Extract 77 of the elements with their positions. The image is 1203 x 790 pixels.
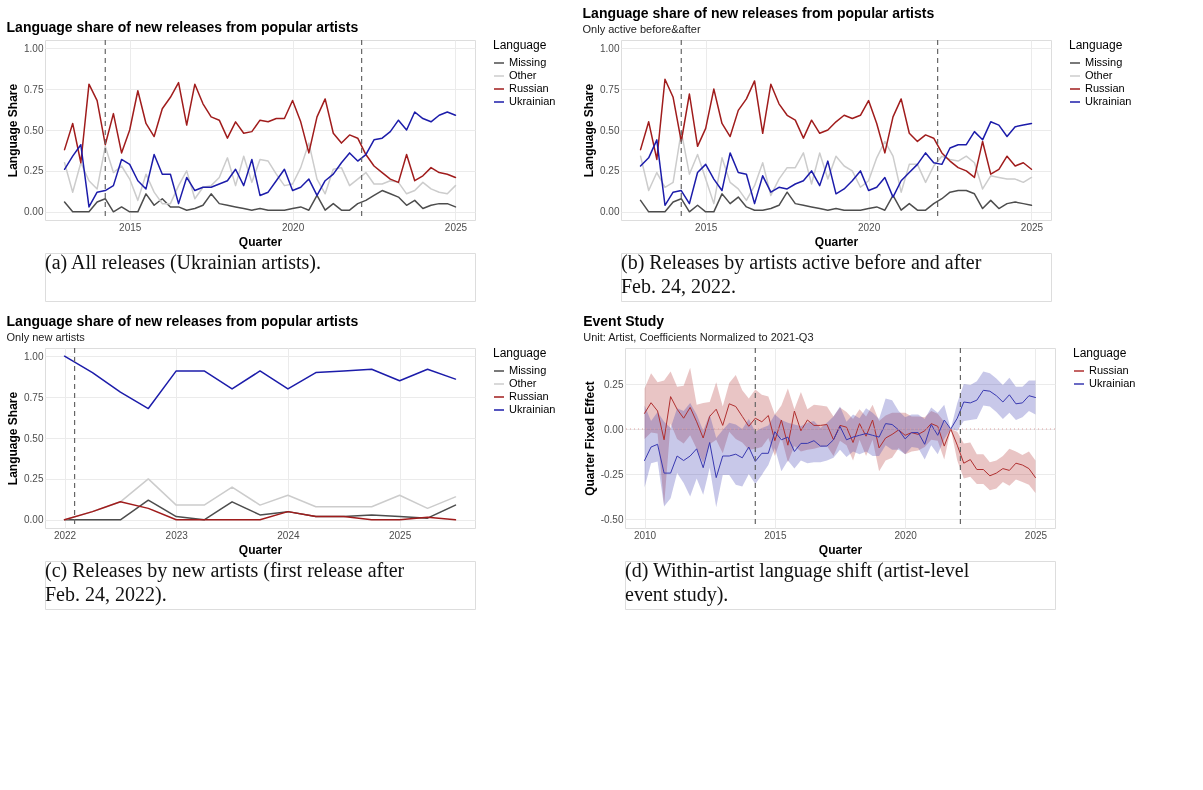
legend-title: Language: [493, 38, 547, 52]
y-tick-label: 0.50: [24, 432, 44, 444]
x-tick-label: 2015: [695, 221, 718, 233]
text: (c) Releases by new artists (first release after Feb. 24, 2022).: [45, 559, 405, 606]
legend-label: Ukrainian: [509, 95, 556, 107]
x-tick-label: 2020: [894, 529, 918, 541]
y-axis-title: Language Share: [582, 83, 597, 178]
x-tick-label: 2025: [388, 529, 412, 541]
legend-label: Russian: [1085, 82, 1125, 94]
y-tick-label: 0.75: [600, 83, 620, 95]
legend-label: Missing: [1085, 56, 1123, 68]
chart-title: Event Study: [583, 313, 665, 330]
legend-label: Ukrainian: [1085, 95, 1132, 107]
legend-title: Language: [493, 346, 547, 360]
chart-title: Language share of new releases from popular artists: [582, 5, 935, 22]
x-tick-label: 2025: [1020, 221, 1044, 233]
legend-label: Missing: [509, 56, 547, 68]
chart-subtitle: Unit: Artist, Coefficients Normalized to 2021-Q3: [583, 331, 814, 344]
legend-label: Other: [509, 377, 537, 389]
chart-subtitle: Only new artists: [6, 331, 86, 344]
y-tick-label: 0.75: [24, 83, 44, 95]
x-axis-title: Quarter: [818, 542, 863, 557]
y-axis-title: Quarter Fixed Effect: [582, 381, 597, 496]
x-tick-label: 2020: [857, 221, 881, 233]
legend-title: Language: [1069, 38, 1123, 52]
x-axis-title: Quarter: [814, 234, 859, 249]
chart-title: Language share of new releases from popular artists: [6, 313, 359, 330]
x-tick-label: 2015: [119, 221, 142, 233]
x-tick-label: 2020: [281, 221, 305, 233]
y-tick-label: 0.00: [24, 514, 44, 526]
chart-title: Language share of new releases from popular artists: [6, 19, 359, 36]
y-tick-label: 0.50: [24, 124, 44, 136]
y-tick-label: 1.00: [24, 350, 44, 362]
x-tick-label: 2025: [1024, 529, 1048, 541]
x-axis-title: Quarter: [238, 234, 283, 249]
y-tick-label: 0.25: [24, 473, 44, 485]
legend-label: Ukrainian: [509, 403, 556, 415]
legend-label: Other: [509, 69, 537, 81]
x-axis-title: Quarter: [238, 542, 283, 557]
y-tick-label: 1.00: [600, 42, 620, 54]
legend-label: Russian: [509, 390, 549, 402]
line-series: [63, 111, 457, 208]
x-tick-label: 2010: [633, 529, 657, 541]
x-tick-label: 2015: [764, 529, 787, 541]
y-tick-label: -0.25: [600, 468, 624, 480]
y-tick-label: 0.25: [600, 165, 620, 177]
y-axis-title: Language Share: [6, 391, 21, 486]
x-tick-label: 2023: [165, 529, 189, 541]
y-tick-label: 0.00: [600, 206, 620, 218]
line-series: [63, 189, 457, 213]
legend-label: Russian: [1089, 364, 1129, 376]
legend-label: Ukrainian: [1089, 377, 1136, 389]
line-series: [63, 81, 457, 184]
chart-subtitle: Only active before&after: [582, 23, 701, 36]
x-tick-label: 2024: [277, 529, 300, 541]
legend-label: Other: [1085, 69, 1113, 81]
y-tick-label: -0.50: [600, 513, 624, 525]
y-tick-label: 0.00: [604, 423, 624, 435]
y-tick-label: 1.00: [24, 42, 44, 54]
y-tick-label: 0.00: [24, 206, 44, 218]
text: (b) Releases by artists active before and after Feb. 24, 2022.: [621, 251, 982, 297]
x-tick-label: 2022: [53, 529, 77, 541]
legend-label: Missing: [509, 364, 547, 376]
line-series: [63, 355, 457, 410]
legend-title: Language: [1073, 346, 1127, 360]
line-series: [639, 78, 1033, 179]
y-tick-label: 0.50: [600, 124, 620, 136]
y-tick-label: 0.25: [24, 165, 44, 177]
text: (d) Within-artist language shift (artist-level event study).: [625, 559, 970, 606]
legend-label: Russian: [509, 82, 549, 94]
line-series: [639, 189, 1033, 213]
text: (a) All releases (Ukrainian artists).: [45, 251, 322, 274]
line-series: [63, 142, 457, 205]
y-axis-title: Language Share: [6, 83, 21, 178]
y-tick-label: 0.25: [604, 378, 624, 390]
x-tick-label: 2025: [444, 221, 468, 233]
y-tick-label: 0.75: [24, 391, 44, 403]
